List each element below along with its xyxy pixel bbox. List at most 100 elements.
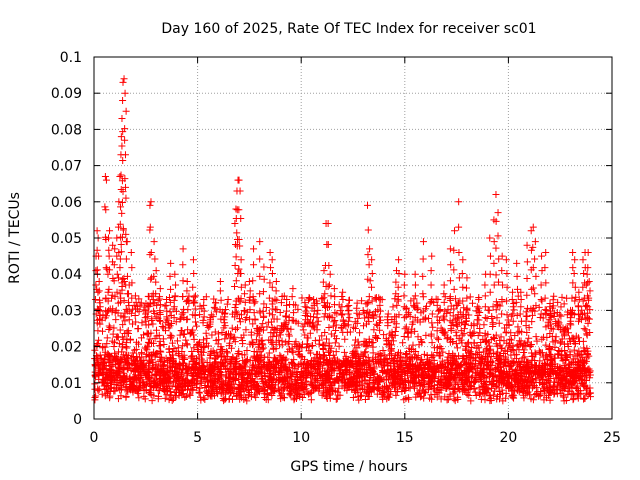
data-point — [221, 335, 229, 343]
data-point — [472, 392, 480, 400]
data-point — [164, 358, 172, 366]
data-point — [114, 395, 122, 403]
data-point — [101, 343, 109, 351]
data-point — [459, 353, 467, 361]
data-point — [214, 340, 222, 348]
data-point — [196, 384, 204, 392]
data-point — [569, 396, 577, 404]
data-point — [403, 350, 411, 358]
data-point — [331, 339, 339, 347]
data-point — [183, 340, 191, 348]
data-point — [208, 378, 216, 386]
data-point — [467, 397, 475, 405]
y-tick-label: 0.04 — [51, 267, 82, 283]
data-point — [158, 323, 166, 331]
data-point — [402, 351, 410, 359]
data-point — [429, 352, 437, 360]
data-point — [391, 383, 399, 391]
data-point — [247, 328, 255, 336]
data-point — [424, 386, 432, 394]
data-point — [107, 384, 115, 392]
data-point — [469, 372, 477, 380]
data-point — [179, 331, 187, 339]
data-point — [243, 346, 251, 354]
data-point — [294, 350, 302, 358]
data-point — [433, 334, 441, 342]
data-point — [454, 380, 462, 388]
data-point — [500, 362, 508, 370]
data-point — [551, 354, 559, 362]
data-point — [179, 366, 187, 374]
data-point — [300, 355, 308, 363]
data-point — [94, 387, 102, 395]
data-point — [405, 344, 413, 352]
data-points — [91, 75, 595, 405]
data-point — [181, 393, 189, 401]
data-point — [557, 389, 565, 397]
data-point — [482, 346, 490, 354]
data-point — [118, 385, 126, 393]
x-tick-label: 25 — [603, 430, 621, 446]
y-axis-label: ROTI / TECUs — [7, 192, 23, 284]
data-point — [280, 384, 288, 392]
data-point — [238, 351, 246, 359]
x-axis-label: GPS time / hours — [290, 459, 407, 475]
data-point — [528, 318, 536, 326]
y-tick-label: 0.01 — [51, 376, 82, 392]
data-point — [91, 346, 99, 354]
data-point — [583, 330, 591, 338]
y-tick-label: 0.03 — [51, 303, 82, 319]
data-point — [323, 377, 331, 385]
data-point — [510, 394, 518, 402]
data-point — [152, 349, 160, 357]
data-point — [195, 388, 203, 396]
data-point — [513, 342, 521, 350]
data-point — [249, 320, 257, 328]
data-point — [471, 368, 479, 376]
data-point — [456, 362, 464, 370]
data-point — [186, 391, 194, 399]
data-point — [451, 397, 459, 405]
data-point — [216, 367, 224, 375]
data-point — [379, 347, 387, 355]
data-point — [316, 336, 324, 344]
data-point — [95, 336, 103, 344]
y-tick-label: 0.08 — [51, 122, 82, 138]
data-point — [472, 350, 480, 358]
data-point — [416, 386, 424, 394]
x-tick-label: 15 — [396, 430, 414, 446]
data-point — [335, 342, 343, 350]
y-tick-label: 0.02 — [51, 340, 82, 356]
data-point — [94, 327, 102, 335]
data-point — [566, 360, 574, 368]
data-point — [165, 396, 173, 404]
data-point — [466, 348, 474, 356]
data-point — [369, 349, 377, 357]
x-tick-label: 0 — [90, 430, 99, 446]
data-point — [221, 390, 229, 398]
grid-lines — [94, 57, 612, 419]
data-point — [339, 328, 347, 336]
data-point — [318, 332, 326, 340]
data-point — [414, 333, 422, 341]
x-tick-label: 20 — [499, 430, 517, 446]
data-point — [380, 331, 388, 339]
data-point — [91, 396, 99, 404]
data-point — [274, 377, 282, 385]
data-point — [98, 390, 106, 398]
data-point — [130, 346, 138, 354]
data-point — [370, 326, 378, 334]
data-point — [566, 348, 574, 356]
data-point — [157, 348, 165, 356]
data-point — [252, 370, 260, 378]
data-point — [435, 335, 443, 343]
y-tick-label: 0.07 — [51, 159, 82, 175]
data-point — [420, 350, 428, 358]
data-point — [491, 387, 499, 395]
data-point — [353, 344, 361, 352]
data-point — [569, 355, 577, 363]
data-point — [384, 393, 392, 401]
data-point — [290, 396, 298, 404]
data-point — [190, 344, 198, 352]
